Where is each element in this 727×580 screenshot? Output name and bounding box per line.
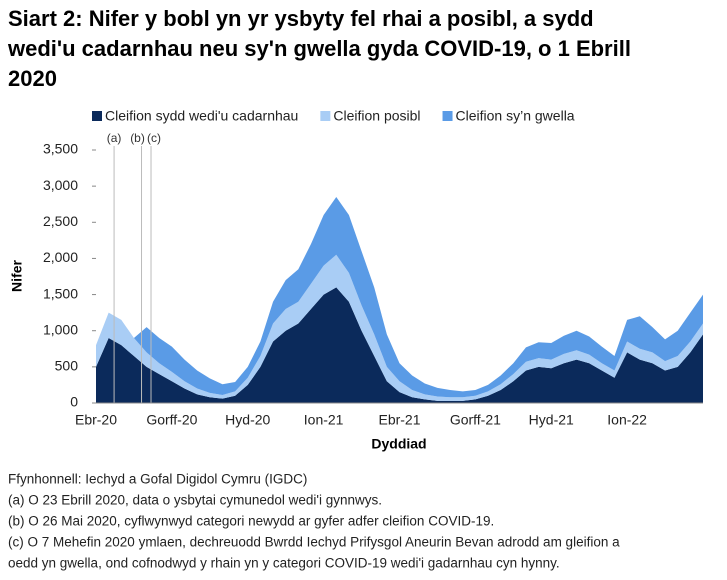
x-tick-label: Gorff-21 (450, 412, 501, 428)
y-tick-label: 0 (70, 394, 78, 410)
y-tick-label: 1,500 (43, 285, 78, 301)
annotation-label: (c) (147, 131, 161, 145)
legend-label: Cleifion sy’n gwella (456, 108, 575, 124)
footnote: (c) O 7 Mehefin 2020 ymlaen, dechreuodd … (8, 535, 620, 550)
legend-swatch (442, 111, 453, 121)
y-tick-label: 2,500 (43, 213, 78, 229)
legend-swatch (320, 111, 331, 121)
y-tick-label: 3,500 (43, 141, 78, 157)
x-tick-label: Hyd-21 (529, 412, 574, 428)
area (96, 287, 703, 403)
x-tick-label: Ion-21 (304, 412, 344, 428)
area (96, 254, 703, 401)
y-tick-label: 500 (55, 358, 79, 374)
y-axis-title: Nifer (9, 260, 25, 292)
x-tick-label: Gorff-20 (146, 412, 197, 428)
y-tick-label: 1,000 (43, 321, 78, 337)
y-tick-label: 2,000 (43, 249, 78, 265)
chart-title: Siart 2: Nifer y bobl yn yr ysbyty fel r… (8, 6, 594, 31)
footnote: oedd yn gwella, ond cofnodwyd y rhain yn… (8, 556, 560, 571)
y-tick-label: 3,000 (43, 177, 78, 193)
x-tick-label: Ion-22 (607, 412, 647, 428)
footnote: (a) O 23 Ebrill 2020, data o ysbytai cym… (8, 493, 382, 508)
legend-label: Cleifion posibl (333, 108, 420, 124)
area (96, 196, 703, 398)
x-tick-label: Ebr-20 (75, 412, 117, 428)
chart-title: wedi'u cadarnhau neu sy'n gwella gyda CO… (7, 36, 631, 61)
x-tick-label: Hyd-20 (225, 412, 270, 428)
chart-title: 2020 (8, 66, 57, 91)
legend-swatch (92, 111, 102, 121)
legend-label: Cleifion sydd wedi'u cadarnhau (105, 108, 298, 124)
x-tick-label: Ebr-21 (378, 412, 420, 428)
annotation-label: (b) (130, 131, 145, 145)
footnote: (b) O 26 Mai 2020, cyflwynwyd categori n… (8, 514, 494, 529)
footnote: Ffynhonnell: Iechyd a Gofal Digidol Cymr… (8, 472, 307, 487)
annotation-label: (a) (107, 131, 122, 145)
x-axis-title: Dyddiad (371, 436, 426, 452)
